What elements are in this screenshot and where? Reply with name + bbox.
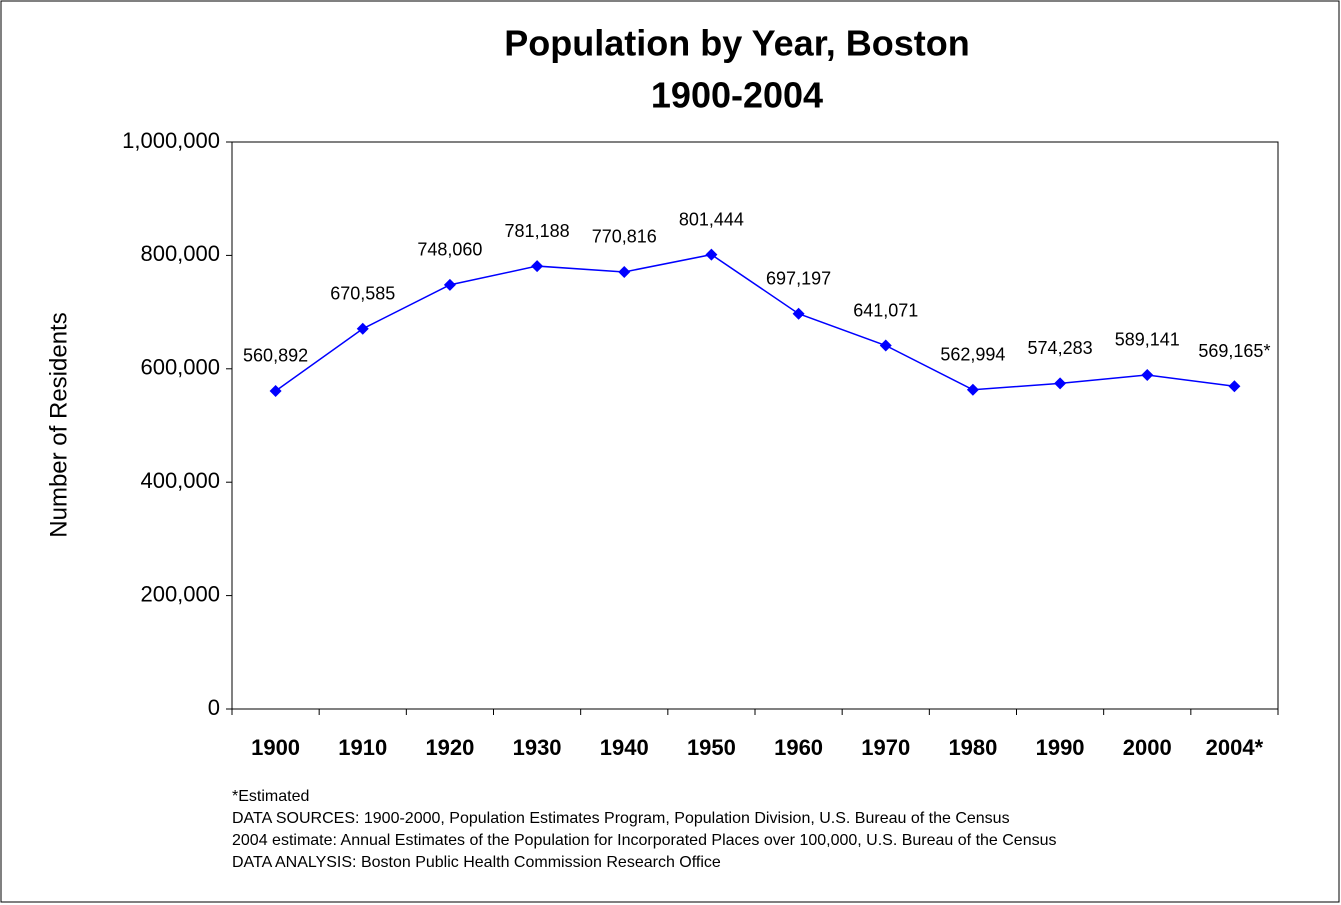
data-label: 560,892 bbox=[243, 346, 308, 366]
marker bbox=[879, 339, 892, 352]
footnote: DATA ANALYSIS: Boston Public Health Comm… bbox=[232, 854, 721, 871]
data-label: 574,283 bbox=[1028, 338, 1093, 358]
data-label: 562,994 bbox=[940, 345, 1005, 365]
marker bbox=[443, 278, 456, 291]
marker bbox=[792, 307, 805, 320]
marker bbox=[356, 322, 369, 335]
x-tick-label: 2004* bbox=[1206, 735, 1264, 760]
marker bbox=[531, 260, 544, 273]
x-tick-label: 1980 bbox=[948, 735, 997, 760]
footnote: *Estimated bbox=[232, 788, 309, 805]
data-label: 589,141 bbox=[1115, 330, 1180, 350]
data-label: 697,197 bbox=[766, 268, 831, 288]
marker bbox=[618, 265, 631, 278]
y-tick-label: 400,000 bbox=[140, 468, 220, 493]
data-label: 801,444 bbox=[679, 209, 744, 229]
line bbox=[275, 253, 1235, 392]
data-label: 781,188 bbox=[505, 221, 570, 241]
chart-subtitle: 1900-2004 bbox=[651, 75, 823, 116]
x-tick-label: 1970 bbox=[861, 735, 910, 760]
x-tick-label: 1940 bbox=[600, 735, 649, 760]
x-tick-label: 1930 bbox=[513, 735, 562, 760]
data-label: 569,165* bbox=[1198, 341, 1270, 361]
x-tick-label: 1990 bbox=[1036, 735, 1085, 760]
x-tick-label: 1900 bbox=[251, 735, 300, 760]
data-label: 670,585 bbox=[330, 284, 395, 304]
x-tick-label: 1910 bbox=[338, 735, 387, 760]
marker bbox=[1228, 380, 1241, 393]
data-label: 770,816 bbox=[592, 227, 657, 247]
marker bbox=[269, 384, 282, 397]
y-tick-label: 200,000 bbox=[140, 581, 220, 606]
marker bbox=[966, 383, 979, 396]
x-tick-label: 1920 bbox=[425, 735, 474, 760]
y-tick-label: 0 bbox=[208, 695, 220, 720]
y-axis-label: Number of Residents bbox=[45, 312, 72, 537]
marker bbox=[705, 248, 718, 261]
x-tick-label: 1950 bbox=[687, 735, 736, 760]
x-tick-label: 2000 bbox=[1123, 735, 1172, 760]
marker bbox=[1054, 377, 1067, 390]
chart-title: Population by Year, Boston bbox=[504, 23, 969, 64]
y-tick-label: 800,000 bbox=[140, 241, 220, 266]
y-tick-label: 1,000,000 bbox=[122, 128, 220, 153]
y-tick-label: 600,000 bbox=[140, 355, 220, 380]
data-label: 748,060 bbox=[417, 240, 482, 260]
footnote: 2004 estimate: Annual Estimates of the P… bbox=[232, 832, 1057, 849]
data-label: 641,071 bbox=[853, 300, 918, 320]
footnote: DATA SOURCES: 1900-2000, Population Esti… bbox=[232, 810, 1010, 827]
x-tick-label: 1960 bbox=[774, 735, 823, 760]
marker bbox=[1141, 368, 1154, 381]
